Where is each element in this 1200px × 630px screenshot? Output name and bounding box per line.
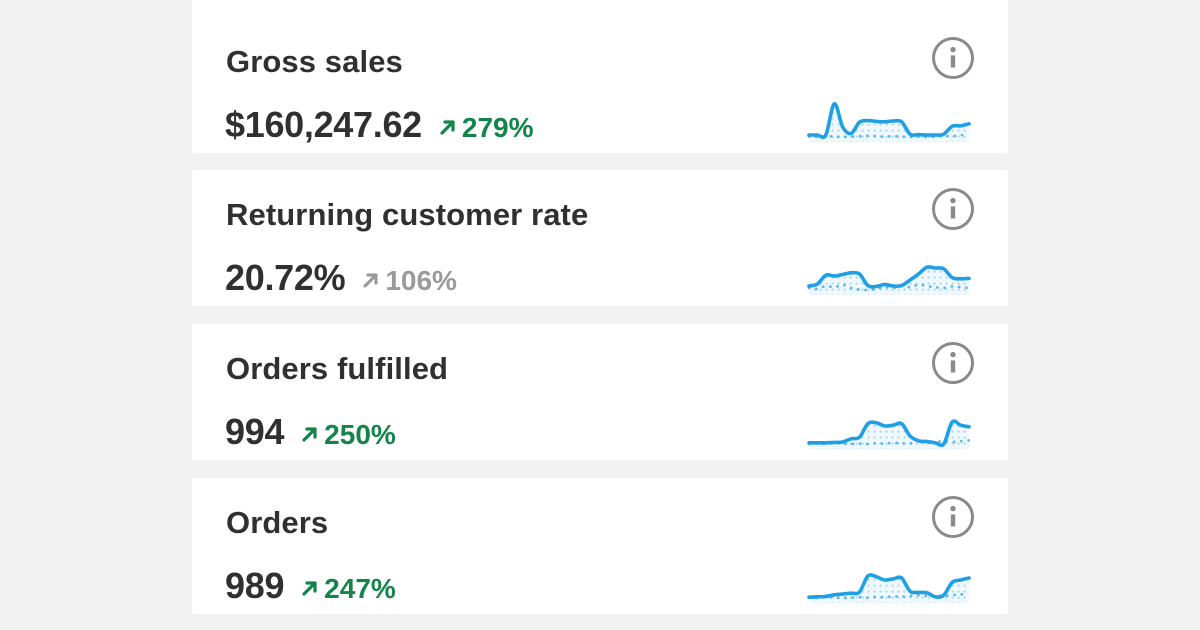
metric-card-2[interactable]: Returning customer rate 20.72% 106% [192,170,1008,306]
sparkline-chart [807,554,972,604]
metric-title: Gross sales [226,44,403,79]
metric-delta-value: 106% [385,264,457,296]
metric-title: Returning customer rate [226,197,589,232]
metric-value-row: 994 250% [225,412,396,452]
metric-title: Orders fulfilled [226,351,449,386]
sparkline-chart [807,246,972,296]
metric-delta: 279% [438,111,534,143]
metric-value: 994 [225,411,285,452]
trend-up-arrow-icon [440,120,455,135]
info-icon[interactable] [931,36,975,80]
sparkline-chart [807,93,972,143]
metric-delta: 250% [300,418,396,450]
trend-up-arrow-icon [302,581,317,596]
metric-value-row: $160,247.62 279% [225,105,534,145]
trend-up-arrow-icon [363,273,378,288]
trend-up-arrow-icon [302,427,317,442]
metric-delta-value: 279% [461,111,534,143]
metric-value: 20.72% [225,257,346,298]
metric-value-row: 989 247% [225,566,396,606]
metric-value: 989 [225,565,285,606]
info-icon[interactable] [931,341,975,385]
metric-card-1[interactable]: Gross sales $160,247.62 279% [192,0,1008,153]
metric-delta: 106% [361,264,457,296]
info-icon[interactable] [931,495,975,539]
metric-value-row: 20.72% 106% [225,258,457,298]
metric-title: Orders [226,505,329,540]
metric-card-3[interactable]: Orders fulfilled 994 250% [192,324,1008,460]
sparkline-chart [807,400,972,450]
metric-value: $160,247.62 [225,104,422,145]
metric-delta-value: 250% [324,418,396,450]
metric-delta: 247% [300,572,396,604]
metric-card-4[interactable]: Orders 989 247% [192,478,1008,614]
info-icon[interactable] [931,187,975,231]
metric-delta-value: 247% [324,572,396,604]
